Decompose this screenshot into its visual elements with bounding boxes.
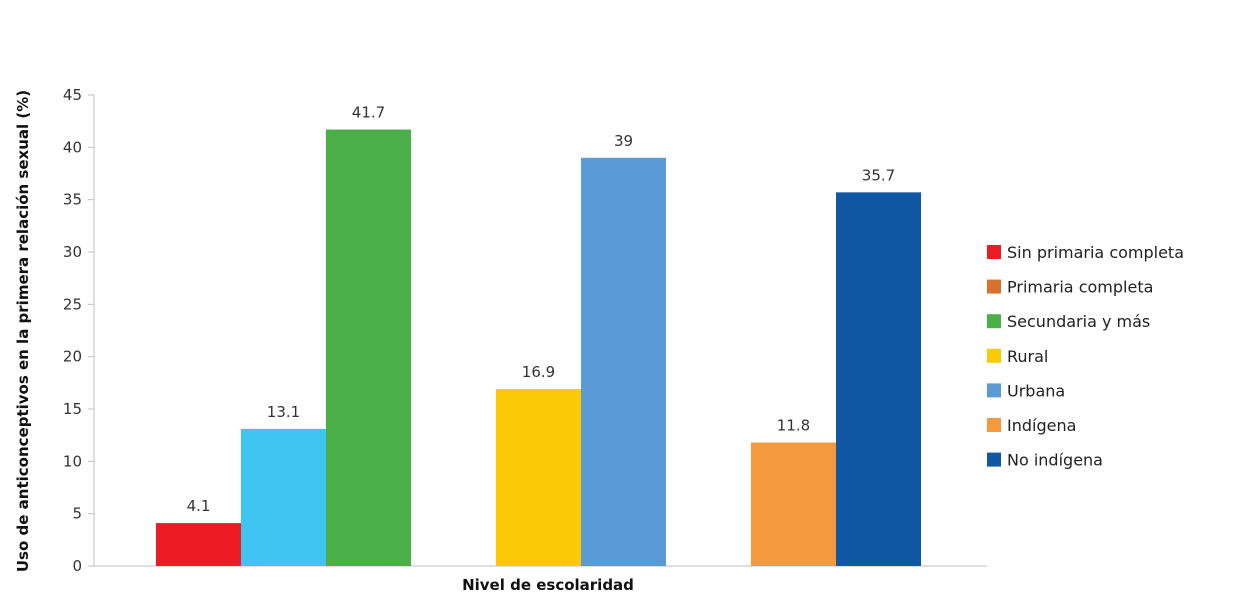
legend-swatch <box>987 314 1001 329</box>
legend-swatch <box>987 383 1001 398</box>
bar <box>241 428 326 566</box>
legend-swatch <box>987 245 1001 259</box>
legend-swatch <box>987 348 1001 363</box>
legend: Sin primaria completa Primaria completa Se… <box>987 243 1184 470</box>
legend-label: Indígena <box>1007 416 1076 435</box>
bar <box>581 157 666 567</box>
data-labels: 4.1 13.1 41.7 16.9 39 11.8 35.7 <box>187 104 896 516</box>
legend-label: Sin primaria completa <box>1007 243 1184 262</box>
legend-label: Rural <box>1007 347 1048 366</box>
y-tick-label: 10 <box>63 452 82 470</box>
bar-data-label: 16.9 <box>522 363 555 381</box>
legend-swatch <box>987 418 1001 432</box>
bar-data-label: 13.1 <box>267 403 300 421</box>
y-tick-label: 0 <box>72 557 82 575</box>
y-tick-label: 25 <box>63 295 82 313</box>
bar <box>326 129 411 567</box>
bar <box>496 389 581 566</box>
legend-swatch <box>987 279 1001 294</box>
bar-data-label: 4.1 <box>187 497 211 515</box>
legend-label: Secundaria y más <box>1007 312 1150 331</box>
y-tick-label: 15 <box>63 400 82 418</box>
bar <box>836 192 921 566</box>
bar-data-label: 35.7 <box>862 166 895 184</box>
bars <box>156 129 921 567</box>
legend-label: Urbana <box>1007 381 1065 400</box>
y-tick-label: 5 <box>72 505 82 523</box>
x-axis-title: Nivel de escolaridad <box>462 576 634 594</box>
bar-data-label: 11.8 <box>777 416 810 434</box>
y-tick-label: 35 <box>63 191 82 209</box>
legend-swatch <box>987 452 1001 467</box>
y-tick-label: 20 <box>63 348 82 366</box>
legend-label: No indígena <box>1007 451 1103 470</box>
y-axis-title: Uso de anticonceptivos en la primera rel… <box>14 90 32 572</box>
y-tick-label: 45 <box>63 86 82 104</box>
y-tick-label: 40 <box>63 138 82 156</box>
legend-label: Primaria completa <box>1007 278 1153 297</box>
y-axis: 0 5 10 15 20 25 30 35 40 45 <box>63 86 95 575</box>
bar-data-label: 41.7 <box>352 104 385 122</box>
bar-data-label: 39 <box>614 132 633 150</box>
bar <box>156 523 241 566</box>
bar <box>751 442 836 566</box>
y-tick-label: 30 <box>63 243 82 261</box>
